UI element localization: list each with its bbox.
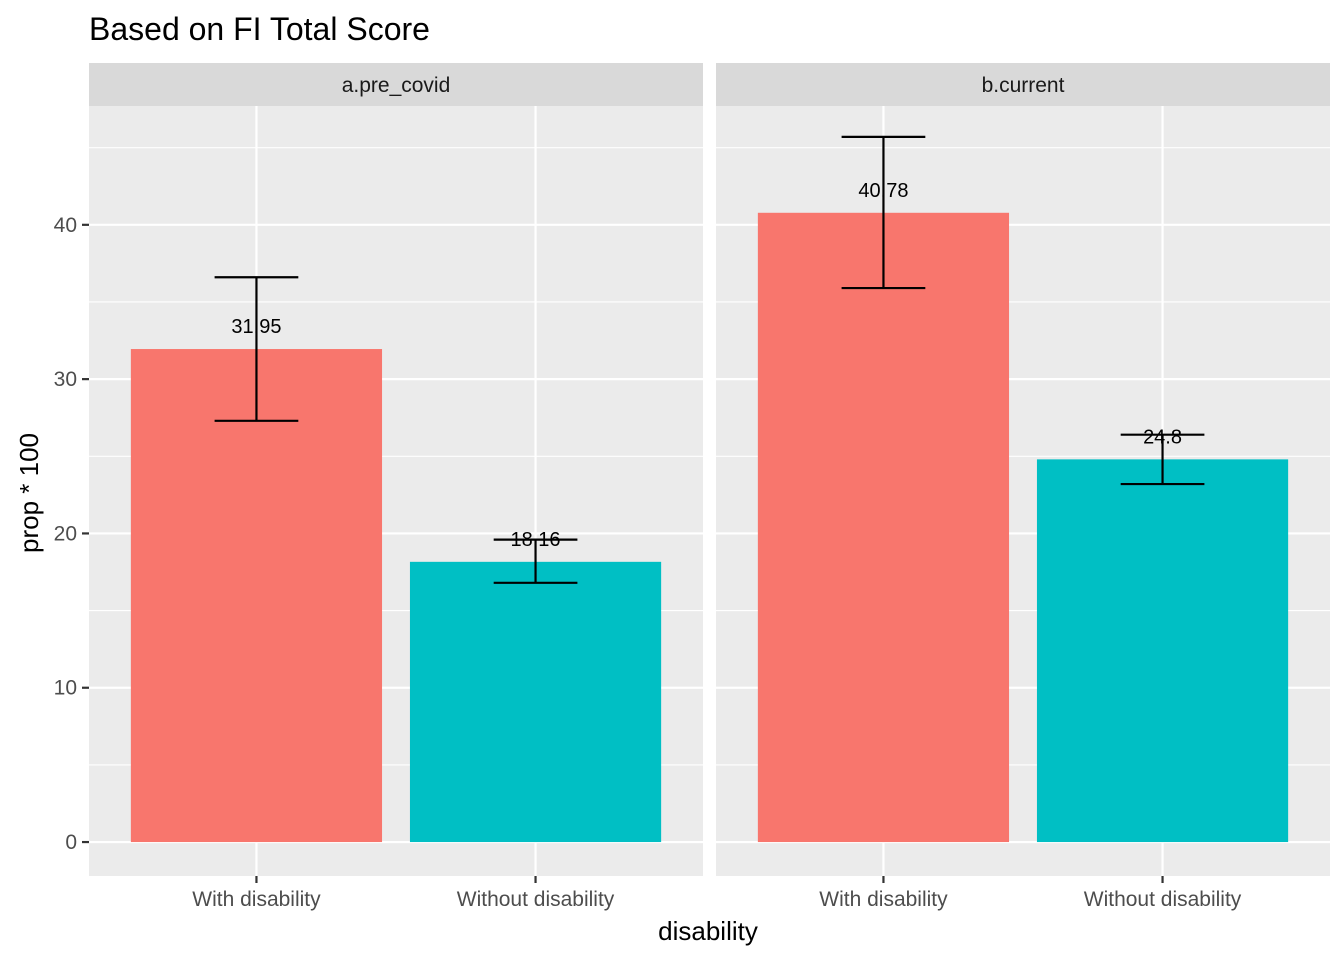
x-tick-label: Without disability [1084, 888, 1242, 911]
data-label: 31.95 [231, 316, 281, 338]
facet-strip [89, 63, 703, 106]
y-tick-label: 30 [54, 368, 77, 391]
x-axis-title: disability [658, 916, 758, 946]
bar-with-disability [757, 212, 1010, 843]
bar-without-disability [1036, 459, 1289, 843]
data-label: 24.8 [1143, 426, 1182, 448]
bar-without-disability [409, 561, 662, 843]
facet-panel-a.pre_covid: a.pre_covid 31.95 18.16 With disability With… [89, 63, 703, 911]
error-bar [1120, 433, 1205, 486]
x-tick-label: With disability [192, 888, 321, 911]
facet-strip [716, 63, 1330, 106]
y-tick-label: 10 [54, 677, 77, 700]
y-axis-title: prop * 100 [14, 433, 44, 553]
y-tick-label: 0 [65, 831, 77, 854]
x-tick-label: With disability [819, 888, 948, 911]
facet-strip-label: b.current [982, 74, 1065, 97]
data-label: 40.78 [858, 180, 908, 202]
error-bar [841, 135, 926, 290]
y-tick-label: 20 [54, 522, 77, 545]
bar-with-disability [130, 349, 383, 843]
error-bar [493, 538, 578, 584]
chart-title: Based on FI Total Score [89, 11, 430, 47]
facet-panel-b.current: b.current 40.78 24.8 With disability Without… [716, 63, 1330, 911]
facet-panels: a.pre_covid 31.95 18.16 With disability With… [89, 63, 1330, 911]
y-tick-label: 40 [54, 214, 77, 237]
y-axis: 0 10 20 30 40 [54, 214, 89, 854]
facet-strip-label: a.pre_covid [342, 74, 451, 97]
x-tick-label: Without disability [457, 888, 615, 911]
error-bar [214, 276, 299, 422]
data-label: 18.16 [511, 529, 561, 551]
